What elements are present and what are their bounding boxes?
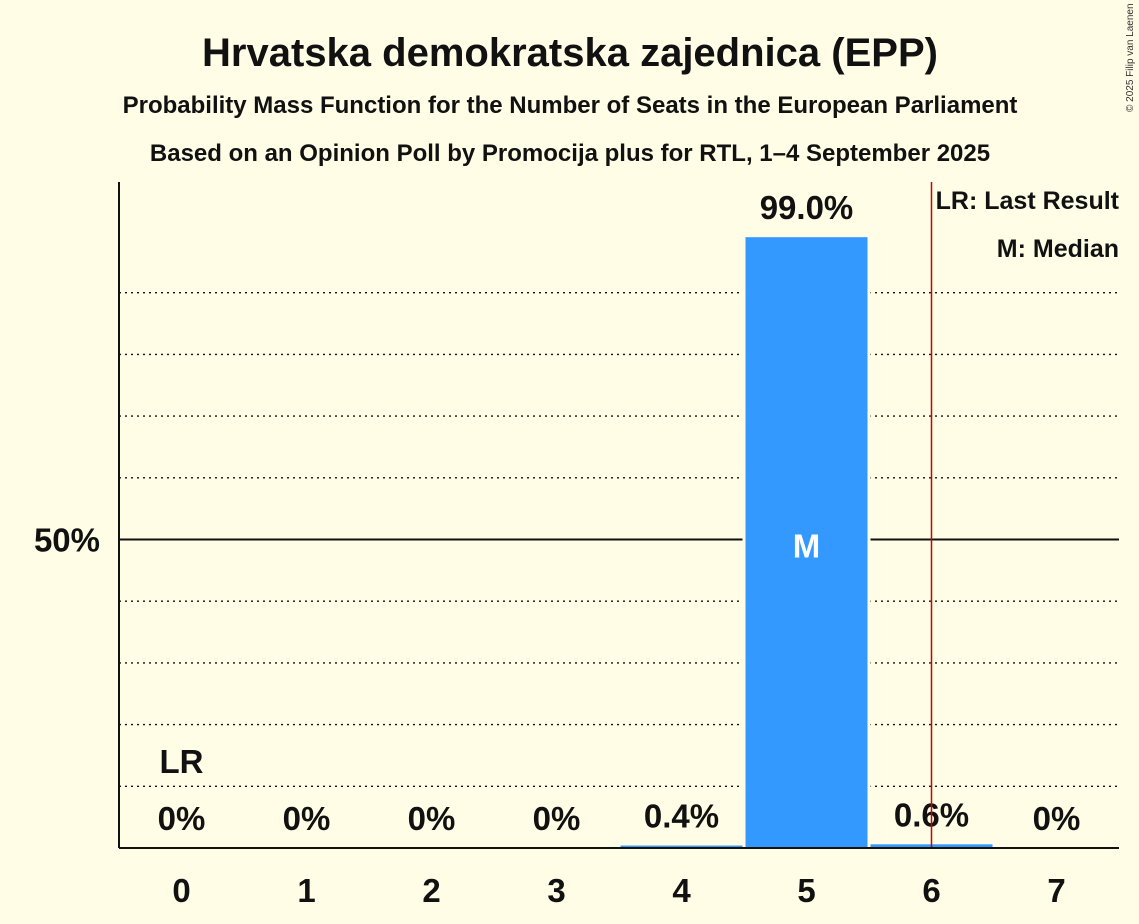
legend-last-result: LR: Last Result xyxy=(936,187,1120,215)
x-tick-4: 4 xyxy=(672,872,691,909)
chart-subtitle: Probability Mass Function for the Number… xyxy=(123,92,1018,119)
last-result-marker: LR xyxy=(160,743,204,780)
x-tick-1: 1 xyxy=(297,872,315,909)
x-tick-3: 3 xyxy=(547,872,565,909)
value-label-1: 0% xyxy=(283,800,331,837)
bar-5 xyxy=(745,237,868,849)
median-marker: M xyxy=(793,528,821,565)
value-label-0: 0% xyxy=(158,800,206,837)
bars xyxy=(617,237,996,849)
value-label-5: 99.0% xyxy=(760,189,854,226)
x-tick-7: 7 xyxy=(1047,872,1065,909)
chart-subtitle-source: Based on an Opinion Poll by Promocija pl… xyxy=(150,140,990,167)
y-tick-label-50: 50% xyxy=(34,522,100,559)
data-labels: 0% 0% 0% 0% 0.4%99.0%0.6% 0%MLR xyxy=(158,189,1081,837)
value-label-7: 0% xyxy=(1033,800,1081,837)
legend-median: M: Median xyxy=(997,235,1119,263)
value-label-4: 0.4% xyxy=(644,798,719,835)
chart-title: Hrvatska demokratska zajednica (EPP) xyxy=(202,31,938,75)
value-label-2: 0% xyxy=(408,800,456,837)
bar-4 xyxy=(620,845,743,848)
x-tick-5: 5 xyxy=(797,872,815,909)
x-tick-0: 0 xyxy=(172,872,190,909)
copyright-notice: © 2025 Filip van Laenen xyxy=(1125,3,1136,112)
x-tick-2: 2 xyxy=(422,872,440,909)
gridlines xyxy=(119,292,1119,787)
value-label-3: 0% xyxy=(533,800,581,837)
x-tick-6: 6 xyxy=(922,872,940,909)
x-tick-labels: 0 1 2 3 4 5 6 7 xyxy=(172,872,1065,909)
